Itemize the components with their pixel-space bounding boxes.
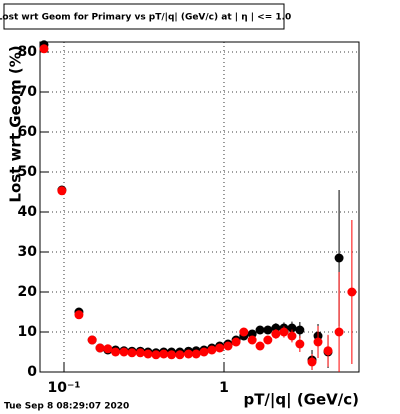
point — [191, 349, 201, 359]
point — [271, 329, 281, 339]
point — [334, 253, 344, 263]
chart-title: Lost wrt Geom for Primary vs pT/|q| (GeV… — [0, 13, 291, 23]
point — [95, 343, 105, 353]
point — [287, 331, 297, 341]
point — [247, 335, 257, 345]
point — [215, 343, 225, 353]
point — [239, 327, 249, 337]
point — [287, 323, 297, 333]
y-axis-title: Lost wrt Geom (%) — [7, 45, 25, 202]
point — [295, 339, 305, 349]
point — [57, 186, 67, 196]
title-box — [3, 3, 285, 30]
point — [103, 344, 113, 354]
point — [87, 335, 97, 345]
point — [295, 325, 305, 335]
point — [167, 350, 177, 360]
point — [151, 350, 161, 360]
point — [119, 347, 129, 357]
y-tick-label: 30 — [18, 244, 38, 260]
timestamp: Tue Sep 8 08:29:07 2020 — [4, 402, 129, 412]
point — [255, 341, 265, 351]
point — [313, 337, 323, 347]
y-tick-label: 10 — [18, 324, 38, 340]
point — [135, 348, 145, 358]
y-tick-label: 40 — [18, 204, 38, 220]
y-tick-label: 80 — [18, 44, 38, 60]
point — [111, 347, 121, 357]
y-tick-label: 20 — [18, 284, 38, 300]
y-tick-label: 70 — [18, 84, 38, 100]
point — [263, 325, 273, 335]
point — [143, 349, 153, 359]
x-tick-label: 10⁻¹ — [47, 380, 80, 396]
point — [263, 335, 273, 345]
point — [255, 325, 265, 335]
point — [39, 44, 49, 54]
point — [323, 346, 333, 356]
point — [223, 341, 233, 351]
y-tick-label: 0 — [27, 364, 37, 380]
point — [183, 349, 193, 359]
y-tick-label: 50 — [18, 164, 38, 180]
point — [279, 327, 289, 337]
point — [175, 350, 185, 360]
point — [231, 337, 241, 347]
frame — [39, 41, 360, 373]
point — [199, 347, 209, 357]
y-tick-label: 60 — [18, 124, 38, 140]
point — [127, 348, 137, 358]
point — [307, 357, 317, 367]
point — [347, 287, 357, 297]
x-tick-label: 1 — [219, 380, 229, 396]
point — [74, 310, 84, 320]
point — [159, 349, 169, 359]
point — [334, 327, 344, 337]
x-axis-title: pT/|q| (GeV/c) — [243, 391, 359, 410]
point — [207, 345, 217, 355]
